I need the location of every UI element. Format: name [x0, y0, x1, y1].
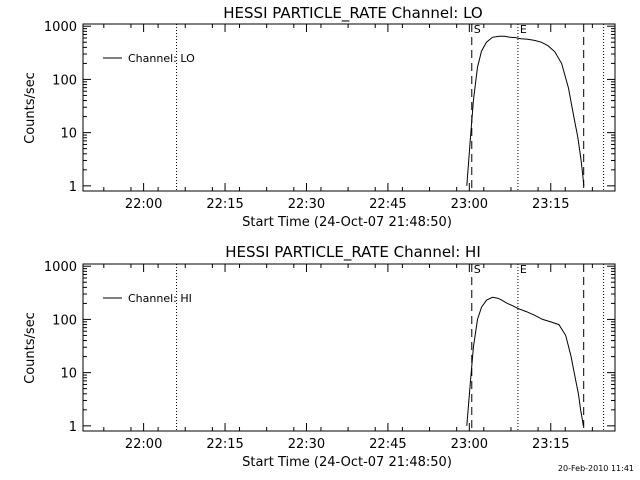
series-line-hi — [466, 296, 584, 426]
y-tick-label: 100 — [52, 313, 77, 328]
y-tick-label: 10 — [60, 367, 77, 382]
time-marker-label: S — [474, 23, 481, 36]
y-axis: 1 10 100 1000 — [44, 20, 615, 195]
x-axis: 22:00 22:15 22:30 22:45 23:00 23:15 — [103, 264, 593, 452]
x-tick-label: 22:00 — [125, 437, 162, 452]
chart-title: HESSI PARTICLE_RATE Channel: LO — [223, 4, 482, 23]
x-tick-label: 22:00 — [125, 197, 162, 212]
y-axis: 1 10 100 1000 — [44, 260, 615, 435]
y-axis-label: Counts/sec — [23, 72, 38, 144]
legend: Channel: HI — [103, 292, 192, 305]
x-tick-label: 22:15 — [206, 197, 243, 212]
legend-label: Channel: HI — [128, 292, 192, 305]
x-tick-label: 23:15 — [532, 437, 569, 452]
x-axis-label: Start Time (24-Oct-07 21:48:50) — [242, 215, 452, 230]
y-tick-label: 1 — [69, 180, 77, 195]
legend: Channel: LO — [103, 52, 195, 65]
time-marker-label: S — [474, 263, 481, 276]
y-tick-label: 1 — [69, 420, 77, 435]
plot-frame — [82, 263, 616, 432]
x-tick-label: 22:30 — [288, 437, 325, 452]
chart-panel-hi: HESSI PARTICLE_RATE Channel: HI 22:00 22:… — [23, 243, 616, 470]
y-axis-label: Counts/sec — [23, 312, 38, 384]
x-tick-label: 23:15 — [532, 197, 569, 212]
series-line-lo — [466, 35, 585, 186]
chart-title: HESSI PARTICLE_RATE Channel: HI — [225, 243, 481, 262]
x-tick-label: 22:45 — [369, 437, 406, 452]
x-axis: 22:00 22:15 22:30 22:45 23:00 23:15 — [103, 24, 593, 212]
x-tick-label: 22:30 — [288, 197, 325, 212]
y-tick-label: 1000 — [44, 20, 77, 35]
time-marker-label: E — [520, 23, 527, 36]
x-tick-label: 22:45 — [369, 197, 406, 212]
x-tick-label: 23:00 — [451, 437, 488, 452]
legend-label: Channel: LO — [128, 52, 195, 65]
time-marker-label: E — [520, 263, 527, 276]
generation-timestamp: 20-Feb-2010 11:41 — [557, 464, 634, 473]
y-tick-label: 10 — [60, 127, 77, 142]
y-tick-label: 100 — [52, 73, 77, 88]
x-axis-label: Start Time (24-Oct-07 21:48:50) — [242, 455, 452, 470]
y-tick-label: 1000 — [44, 260, 77, 275]
plot-frame — [82, 23, 616, 192]
x-tick-label: 23:00 — [451, 197, 488, 212]
chart-panel-lo: HESSI PARTICLE_RATE Channel: LO 22:00 22:… — [23, 4, 616, 230]
x-tick-label: 22:15 — [206, 437, 243, 452]
